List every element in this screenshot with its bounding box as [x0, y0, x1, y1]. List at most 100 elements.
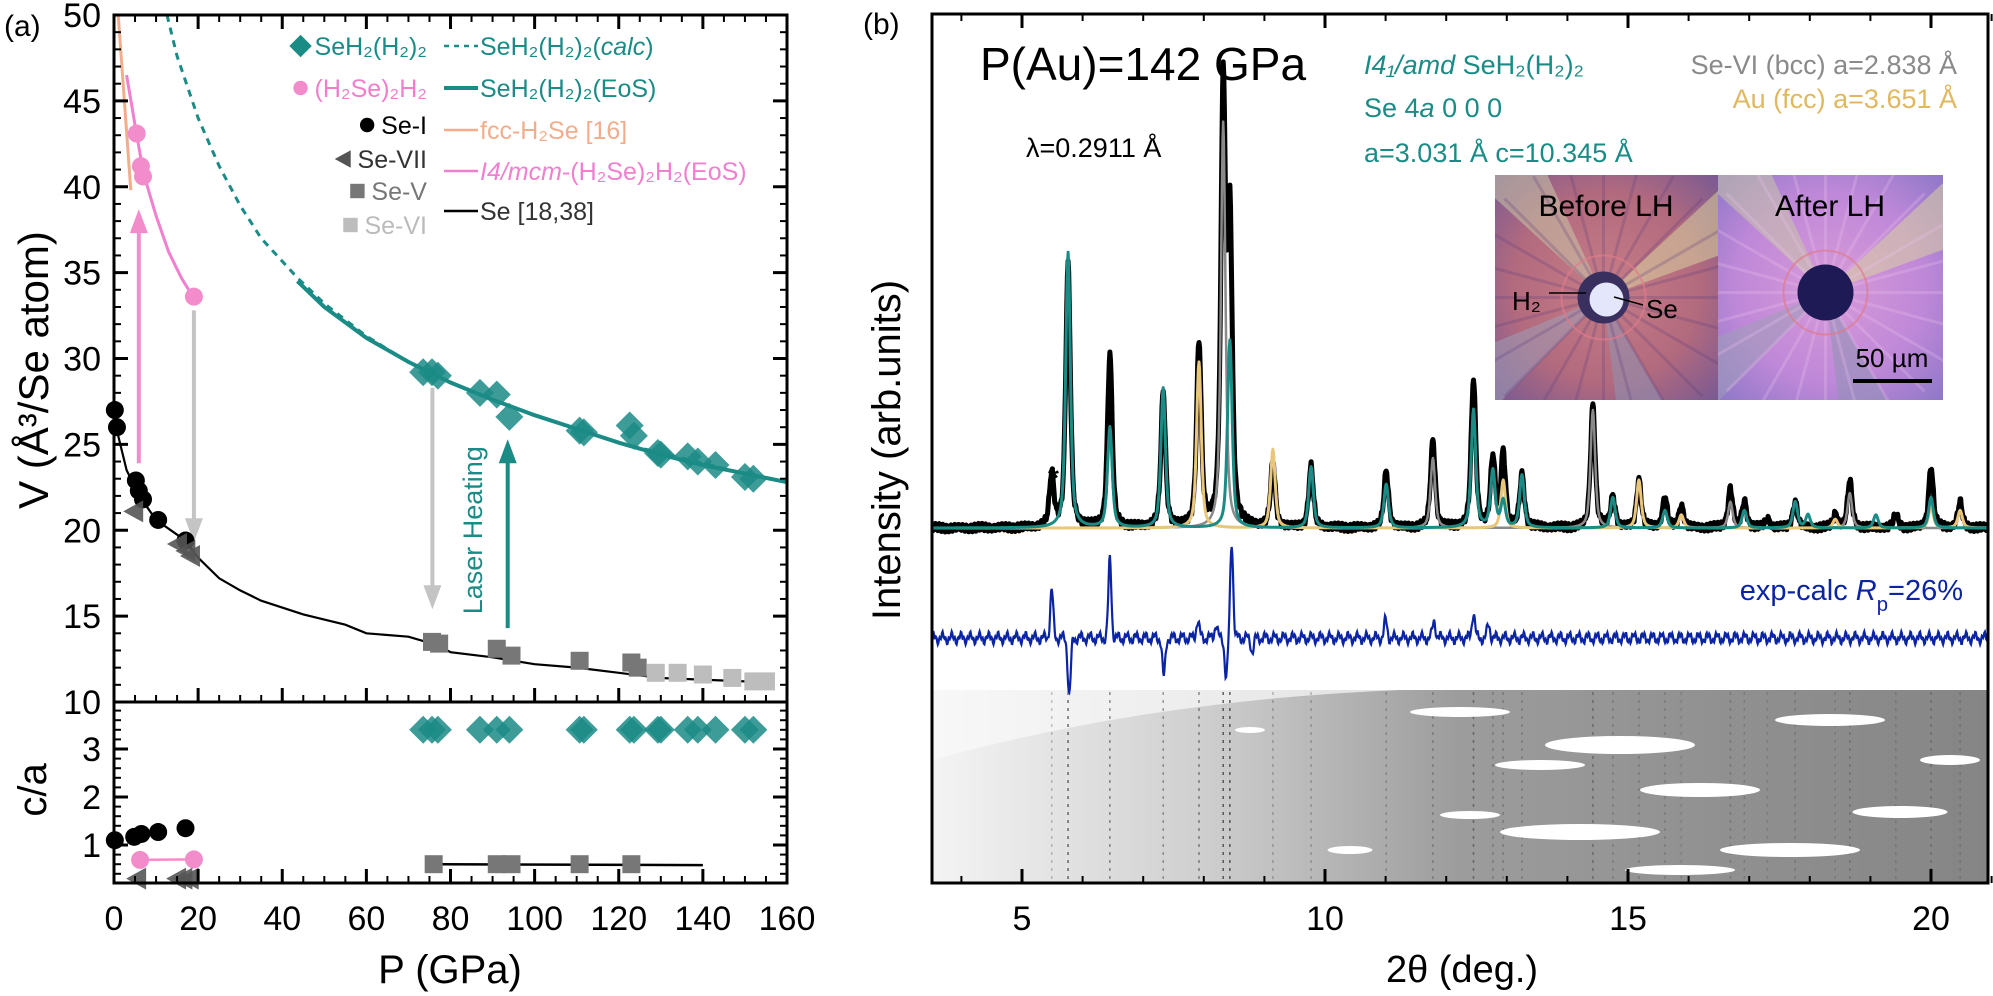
pattern-curves — [932, 59, 1988, 696]
photo-ray — [1795, 316, 1821, 400]
y-tick-label: 10 — [63, 684, 101, 722]
square-marker — [350, 183, 365, 199]
photo-after-heating — [1718, 175, 1943, 400]
scale-bar — [1853, 379, 1932, 383]
gasket-wedge — [1825, 292, 1888, 400]
detector-image — [932, 690, 1988, 883]
arrow-2 — [423, 387, 442, 610]
legend-label: SeH₂(H₂)₂(EoS) — [480, 75, 656, 103]
plot-frame — [930, 12, 1990, 885]
gasket-wedge — [1603, 297, 1663, 400]
phase-label-part: 4₁/ — [1372, 50, 1406, 80]
arrow-head — [423, 585, 442, 610]
difference-label-part: =26% — [1888, 575, 1963, 607]
circle-marker — [184, 850, 203, 869]
square-marker — [723, 668, 742, 687]
laser-heating-label: Laser Heating — [458, 446, 488, 614]
photo-ray — [1830, 175, 1859, 269]
se-vi-label: Se-VI (bcc) a=2.838 Å — [1691, 49, 1957, 80]
selenium-sample — [1589, 282, 1624, 317]
gasket-wedge — [1603, 190, 1718, 298]
x-tick-label: 100 — [506, 900, 563, 938]
arrow-head — [129, 209, 148, 234]
photo-ray — [1542, 318, 1593, 400]
y-tick-label: 40 — [63, 169, 101, 207]
curve-1 — [296, 279, 788, 485]
wyckoff-label: Se 4a 0 0 0 — [1364, 93, 1502, 123]
arrow-3 — [498, 439, 517, 629]
diamond-marker — [619, 715, 648, 744]
photo-ray — [1627, 302, 1718, 330]
y-tick-label: 30 — [63, 341, 101, 379]
x-tick-label: 60 — [347, 900, 385, 938]
detector-saturation-streak — [1775, 714, 1885, 726]
x-tick-label: 10 — [1306, 900, 1344, 938]
legend-label: SeH₂(H₂)₂ — [315, 33, 427, 61]
wavelength-label: λ=0.2911 Å — [1026, 132, 1161, 163]
square-marker — [693, 665, 712, 684]
photo-ray — [1718, 297, 1802, 323]
circle-marker — [134, 167, 153, 186]
panel-b: (b) 5 10 15 20 2θ (deg.) Intensity (arb.units)… — [863, 8, 1993, 991]
photo-ray — [1569, 175, 1599, 274]
difference-label-part: R — [1856, 575, 1877, 607]
curve-4 — [112, 409, 745, 683]
diamond-marker — [739, 715, 768, 744]
diamond-marker — [683, 715, 712, 744]
photo-ray — [1842, 192, 1926, 276]
photo-ray — [1846, 303, 1943, 363]
legend-label: Se-VII — [358, 146, 427, 174]
photo-ray — [1624, 229, 1718, 287]
legend-label: SeH₂(H₂)₂(calc) — [480, 33, 654, 61]
square-marker — [502, 855, 521, 874]
legend-label-part: SeH₂(H₂)₂(EoS) — [480, 75, 656, 103]
diamond-marker — [619, 421, 648, 450]
circle-marker — [359, 117, 375, 133]
legend-label: Se-V — [371, 178, 427, 206]
photo-ray — [1836, 175, 1896, 272]
photo-ray — [1624, 308, 1718, 366]
square-marker — [487, 855, 506, 874]
triangle-marker — [179, 545, 200, 568]
y-tick-label: 2 — [82, 779, 101, 817]
arrow-head — [498, 439, 517, 464]
h2-label: H₂ — [1512, 286, 1541, 316]
circle-marker — [149, 823, 168, 842]
legend-label: fcc-H₂Se [16] — [480, 117, 627, 145]
square-marker — [756, 672, 775, 691]
legend-label-part: calc — [601, 33, 646, 61]
square-marker — [502, 646, 521, 665]
series-4 — [422, 632, 647, 874]
after-label: After LH — [1775, 190, 1885, 223]
legend-label: Se-I — [381, 112, 427, 140]
legend-label-part: I4/mcm — [480, 158, 562, 186]
photo-ray — [1830, 316, 1856, 400]
y-axis-title-c-over-a: c/a — [11, 763, 55, 817]
photo-ray — [1718, 262, 1802, 288]
diamond-marker — [683, 447, 712, 476]
lattice-label: a=3.031 Å c=10.345 Å — [1364, 137, 1633, 168]
detector-saturation-streak — [1640, 783, 1760, 797]
x-tick-label: 5 — [1013, 900, 1032, 938]
photo-ray — [1792, 175, 1821, 269]
square-marker — [646, 663, 665, 682]
gasket-wedge — [1495, 297, 1604, 400]
legend-label-part: fcc-H₂Se [16] — [480, 117, 627, 145]
y-tick-label: 20 — [63, 512, 101, 550]
triangle-marker — [126, 867, 147, 890]
difference-label: exp-calc Rp=26% — [1740, 575, 1963, 616]
difference-label-part: p — [1877, 594, 1888, 616]
curve-0 — [165, 14, 788, 484]
diamond-marker — [646, 715, 675, 744]
y-axis-title: V (Å³/Se atom) — [10, 231, 57, 509]
series-0 — [409, 358, 768, 744]
y-axis-title: Intensity (arb.units) — [865, 280, 909, 620]
detector-saturation-streak — [1545, 736, 1695, 754]
x-tick-label: 140 — [675, 900, 732, 938]
sample-chamber — [1797, 264, 1854, 321]
x-tick-label: 40 — [263, 900, 301, 938]
scale-bar-label: 50 µm — [1856, 343, 1929, 373]
photo-ray — [1495, 302, 1580, 329]
